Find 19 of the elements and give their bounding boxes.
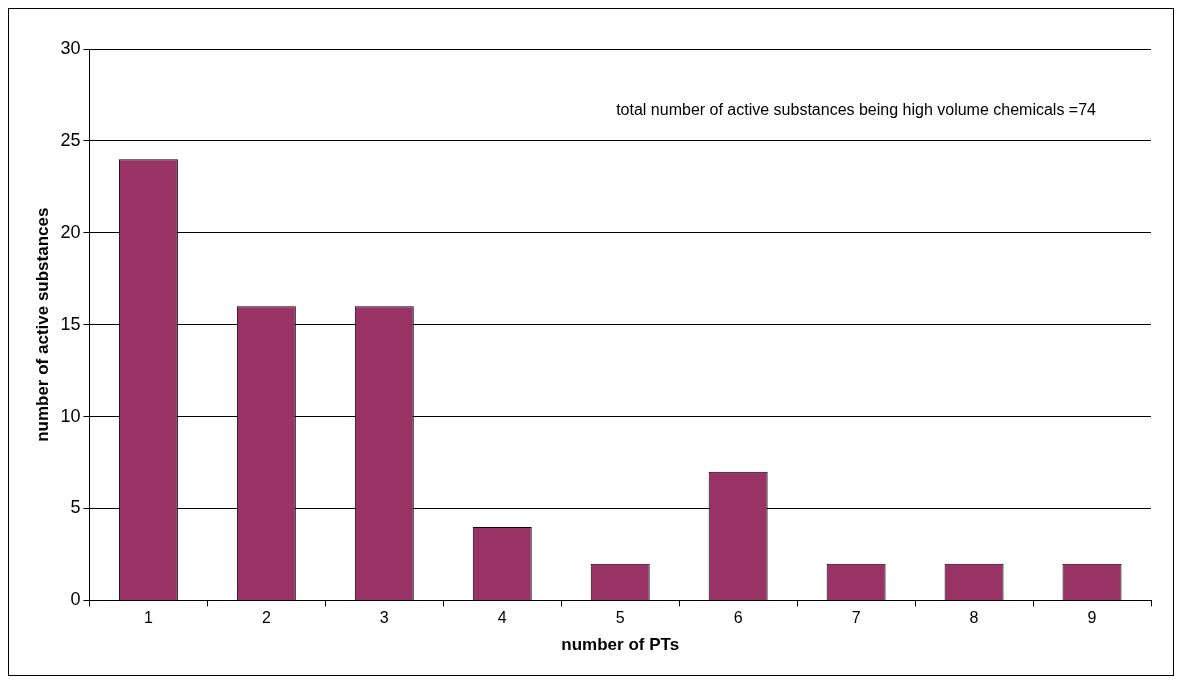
y-tick-label: 5 [70, 497, 81, 518]
y-tick-label: 0 [70, 589, 81, 610]
x-tick-label: 2 [261, 609, 271, 627]
x-tick-label: 1 [143, 609, 153, 627]
y-axis-title: number of active substances [32, 207, 52, 442]
y-tick-label: 20 [60, 221, 81, 242]
y-tick-label: 10 [60, 405, 81, 426]
x-tick-label: 9 [1087, 609, 1097, 627]
x-tick-label: 5 [615, 609, 625, 627]
annotation: total number of active substances being high volume chemicals =74 [616, 101, 1097, 119]
x-tick-label: 4 [497, 609, 507, 627]
y-tick-label: 15 [60, 313, 81, 334]
x-tick-label: 8 [969, 609, 979, 627]
x-tick-label: 3 [379, 609, 389, 627]
x-tick-label: 7 [851, 609, 861, 627]
x-tick-label: 6 [733, 609, 743, 627]
y-tick-label: 30 [60, 37, 81, 58]
x-axis-title: number of PTs [561, 635, 680, 655]
y-tick-label: 25 [60, 129, 81, 150]
